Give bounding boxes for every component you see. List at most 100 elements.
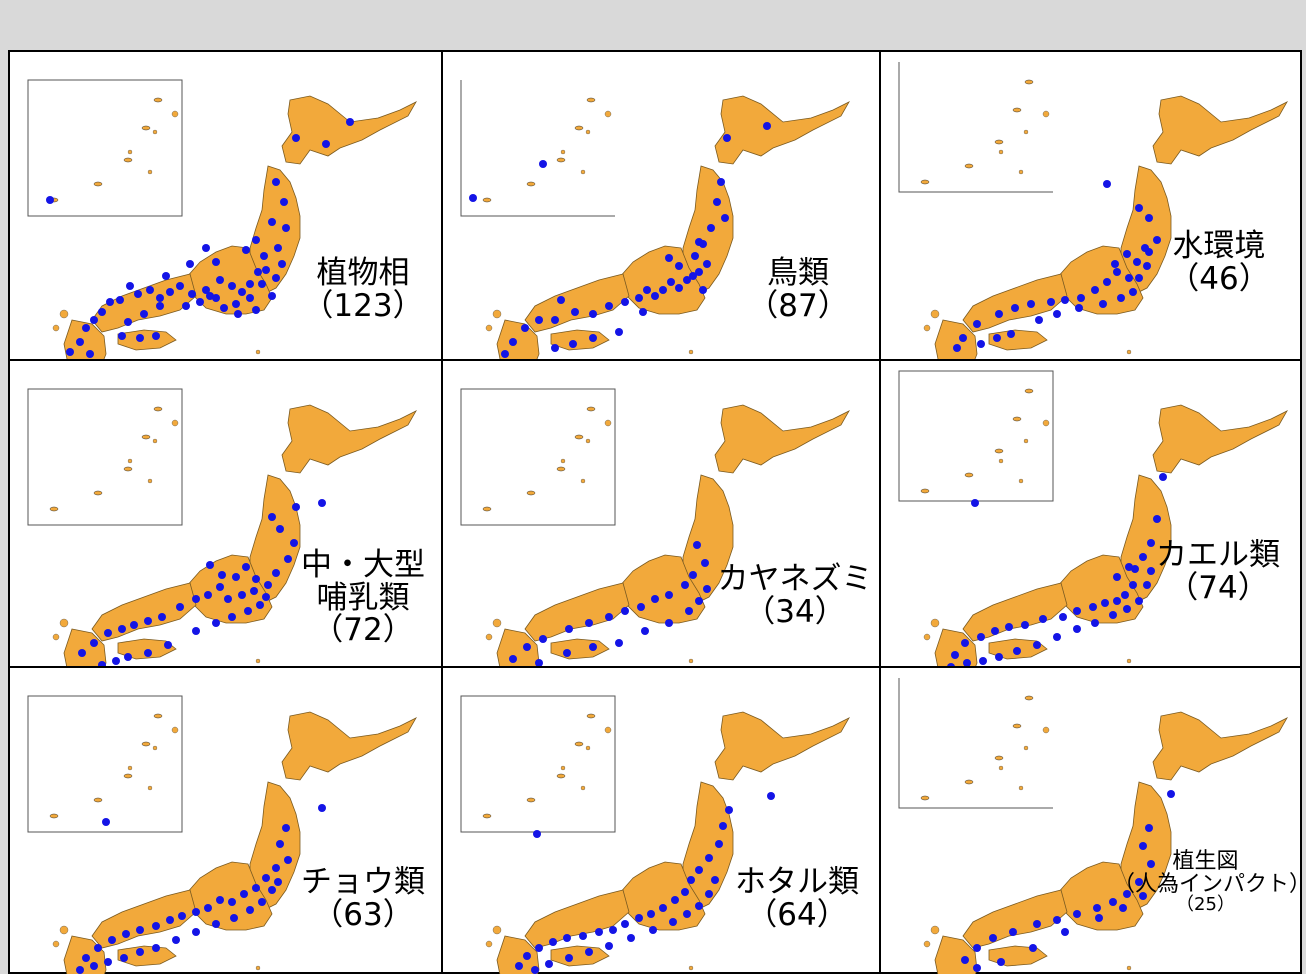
- survey-site-dot: [977, 633, 985, 641]
- survey-site-dot: [1059, 613, 1067, 621]
- small-island: [930, 309, 940, 319]
- small-island: [147, 785, 153, 791]
- survey-site-dot: [134, 290, 142, 298]
- inset-island: [526, 181, 536, 187]
- survey-site-dot: [90, 962, 98, 970]
- survey-site-dot: [1011, 304, 1019, 312]
- region-hokkaido: [1152, 95, 1289, 165]
- japan-map: [460, 695, 851, 974]
- survey-site-dot: [707, 224, 715, 232]
- survey-site-dot: [715, 840, 723, 848]
- survey-site-dot: [284, 856, 292, 864]
- grid-divider-vertical: [441, 52, 443, 972]
- region-shikoku: [550, 638, 610, 660]
- survey-site-dot: [1123, 890, 1131, 898]
- survey-site-dot: [665, 591, 673, 599]
- survey-site-dot: [136, 334, 144, 342]
- survey-site-dot: [1033, 641, 1041, 649]
- small-island: [492, 925, 502, 935]
- survey-site-dot: [182, 302, 190, 310]
- survey-site-dot: [563, 649, 571, 657]
- survey-site-dot: [162, 272, 170, 280]
- survey-site-dot: [192, 908, 200, 916]
- small-island: [59, 309, 69, 319]
- small-island: [1126, 658, 1132, 664]
- survey-site-dot: [124, 318, 132, 326]
- survey-site-dot: [615, 639, 623, 647]
- survey-site-dot: [146, 286, 154, 294]
- survey-site-dot: [1089, 603, 1097, 611]
- small-island: [560, 458, 566, 464]
- survey-site-dot: [977, 340, 985, 348]
- survey-site-dot: [82, 954, 90, 962]
- inset-frame: [27, 388, 183, 526]
- small-island: [52, 940, 60, 948]
- inset-island: [994, 448, 1004, 454]
- survey-site-dot: [106, 298, 114, 306]
- panel-title: 水環境: [1172, 228, 1266, 264]
- survey-site-dot: [76, 966, 84, 974]
- survey-site-dot: [589, 643, 597, 651]
- survey-site-dot: [292, 134, 300, 142]
- survey-site-dot: [144, 617, 152, 625]
- survey-site-dot: [701, 559, 709, 567]
- region-shikoku: [550, 329, 610, 351]
- survey-site-dot: [1113, 597, 1121, 605]
- survey-site-dot: [469, 194, 477, 202]
- survey-site-dot: [509, 655, 517, 663]
- small-island: [560, 765, 566, 771]
- survey-site-dot: [242, 563, 250, 571]
- survey-site-dot: [1039, 615, 1047, 623]
- survey-site-dot: [665, 619, 673, 627]
- survey-site-dot: [216, 276, 224, 284]
- survey-site-dot: [509, 338, 517, 346]
- panel-count: （87）: [747, 287, 849, 324]
- survey-site-dot: [82, 324, 90, 332]
- inset-island: [482, 197, 492, 203]
- survey-site-dot: [605, 942, 613, 950]
- survey-site-dot: [86, 350, 94, 358]
- panel-title: カヤネズミ: [717, 561, 873, 597]
- survey-site-dot: [1135, 878, 1143, 886]
- small-island: [1042, 110, 1050, 118]
- map-panel-frogs: カエル類 （74）: [881, 361, 1300, 666]
- small-island: [580, 478, 586, 484]
- survey-site-dot: [290, 539, 298, 547]
- inset-island: [153, 406, 163, 412]
- survey-site-dot: [76, 338, 84, 346]
- inset-island: [1012, 723, 1022, 729]
- survey-site-dot: [1109, 898, 1117, 906]
- survey-site-dot: [228, 898, 236, 906]
- small-island: [147, 169, 153, 175]
- survey-site-dot: [1139, 842, 1147, 850]
- survey-site-dot: [104, 958, 112, 966]
- map-panel-fireflies: ホタル類 （64）: [443, 668, 879, 974]
- survey-site-dot: [1113, 573, 1121, 581]
- survey-site-dot: [689, 571, 697, 579]
- small-island: [171, 110, 179, 118]
- survey-site-dot: [212, 920, 220, 928]
- survey-site-dot: [723, 134, 731, 142]
- survey-site-dot: [228, 282, 236, 290]
- map-panel-harvest-mouse: カヤネズミ （34）: [443, 361, 879, 666]
- inset-island: [482, 506, 492, 512]
- survey-site-dot: [126, 282, 134, 290]
- small-island: [255, 965, 261, 971]
- survey-site-dot: [246, 294, 254, 302]
- japan-map: [898, 370, 1289, 666]
- survey-site-dot: [717, 178, 725, 186]
- survey-site-dot: [501, 350, 509, 358]
- survey-site-dot: [1061, 296, 1069, 304]
- survey-site-dot: [531, 966, 539, 974]
- region-hokkaido: [714, 95, 851, 165]
- inset-island: [123, 773, 133, 779]
- survey-site-dot: [585, 619, 593, 627]
- small-island: [580, 169, 586, 175]
- inset-island: [141, 741, 151, 747]
- survey-site-dot: [228, 613, 236, 621]
- survey-site-dot: [188, 290, 196, 298]
- survey-site-dot: [695, 902, 703, 910]
- survey-site-dot: [763, 122, 771, 130]
- region-honshuN: [249, 474, 301, 602]
- survey-site-dot: [1113, 268, 1121, 276]
